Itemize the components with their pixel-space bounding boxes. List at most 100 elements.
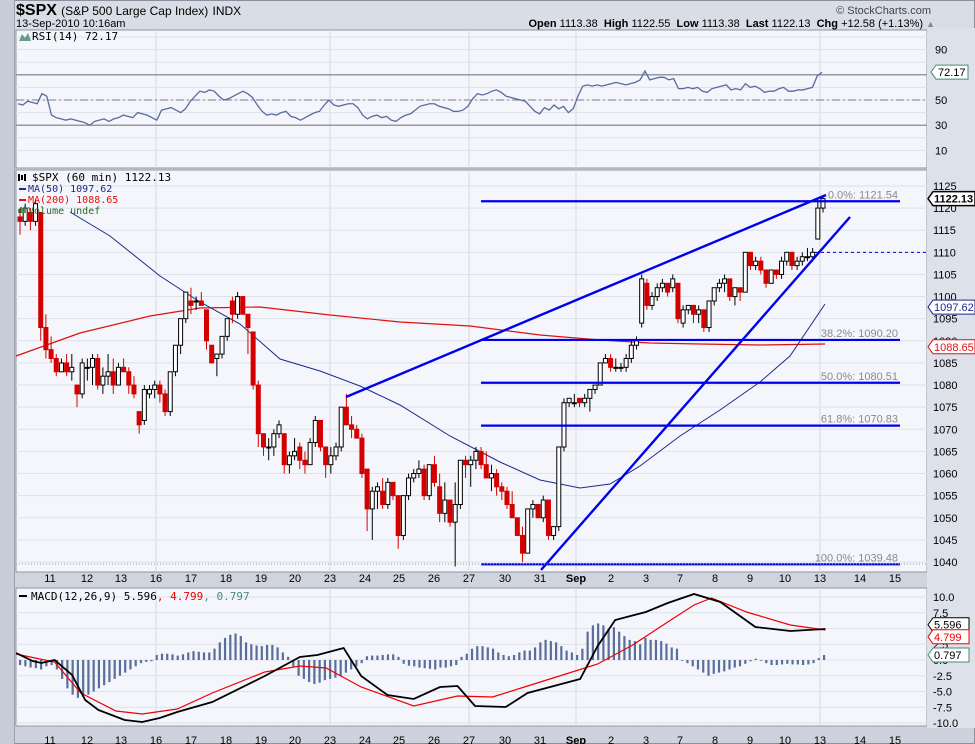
- macd-histogram-bar: [439, 660, 442, 668]
- macd-histogram-bar: [371, 655, 374, 660]
- macd-histogram-bar: [560, 646, 563, 660]
- candle-body: [623, 357, 629, 368]
- x-axis-label: 13: [115, 573, 127, 585]
- price-tick: 1085: [933, 358, 957, 370]
- macd-histogram-bar: [681, 660, 684, 661]
- macd-histogram-bar: [691, 660, 694, 667]
- candle-body: [27, 212, 33, 222]
- candle-body: [64, 362, 70, 373]
- price-tick: 1105: [933, 269, 957, 281]
- ohlc-summary: Open 1113.38 High 1122.55 Low 1113.38 La…: [528, 18, 935, 30]
- x-axis-label: 30: [499, 573, 511, 585]
- rsi-tick: 50: [935, 95, 947, 107]
- x-axis-label: 30: [499, 735, 511, 744]
- macd-histogram-bar: [455, 660, 458, 666]
- macd-histogram-bar: [549, 641, 552, 660]
- candle-body: [442, 499, 448, 514]
- candle-body: [110, 371, 116, 386]
- macd-histogram-bar: [176, 655, 179, 660]
- rsi-value-label: 72.17: [938, 67, 966, 79]
- macd-histogram-bar: [576, 654, 579, 660]
- macd-histogram-bar: [223, 637, 227, 660]
- candle-body: [141, 388, 147, 421]
- macd-histogram-bar: [512, 654, 516, 660]
- macd-histogram-bar: [633, 641, 637, 660]
- candle-body: [343, 406, 349, 426]
- candle-body: [38, 212, 44, 329]
- macd-histogram-bar: [61, 660, 64, 679]
- candle-body: [297, 446, 303, 461]
- macd-histogram-bar: [418, 660, 421, 668]
- candle-body: [701, 309, 707, 329]
- candle-body: [385, 481, 391, 505]
- lower-trendline: [540, 216, 851, 571]
- macd-histogram-bar: [365, 656, 369, 660]
- last-value: 1122.13: [771, 18, 811, 30]
- ma50-line: [69, 211, 826, 489]
- macd-histogram-bar: [145, 660, 148, 662]
- price-tick: 1065: [933, 446, 957, 458]
- candle-body: [260, 433, 266, 448]
- candle-body: [463, 459, 469, 466]
- price-legend: $SPX (60 min) 1122.13: [32, 171, 171, 184]
- right-axis-bg: [927, 28, 975, 728]
- candle-body: [763, 269, 769, 284]
- candle-body: [452, 503, 458, 523]
- candle-body: [193, 300, 199, 303]
- macd-histogram-bar: [397, 656, 400, 660]
- fib-label: 38.2%: 1090.20: [821, 328, 898, 340]
- x-axis-label: 24: [359, 573, 371, 585]
- candle-body: [240, 296, 246, 315]
- macd-histogram-bar: [786, 660, 789, 664]
- x-axis-label: 12: [81, 735, 93, 744]
- candle-body: [587, 388, 593, 399]
- candle-body: [514, 517, 520, 536]
- macd-histogram-bar: [780, 660, 784, 665]
- rsi-tick: 90: [935, 45, 947, 57]
- candle-body: [665, 282, 671, 293]
- candle-body: [431, 464, 437, 483]
- macd-histogram-bar: [649, 639, 652, 660]
- macd-histogram-bar: [171, 654, 174, 660]
- fib-label: 61.8%: 1070.83: [821, 414, 898, 426]
- macd-histogram-bar: [118, 660, 122, 676]
- candle-body: [333, 446, 339, 457]
- candle-body: [571, 402, 577, 405]
- candle-body: [84, 366, 90, 369]
- candle-body: [711, 287, 717, 302]
- fib-label: 50.0%: 1080.51: [821, 371, 898, 383]
- macd-histogram-bar: [728, 660, 731, 670]
- macd-tick: -2.5: [933, 671, 952, 683]
- candle-body: [670, 278, 676, 289]
- candle-body: [530, 503, 536, 510]
- macd-histogram-bar: [271, 644, 274, 660]
- macd-histogram-bar: [465, 653, 468, 660]
- fib-label: 0.0%: 1121.54: [828, 189, 898, 201]
- candle-body: [608, 357, 614, 368]
- up-arrow-icon: ▲: [926, 19, 935, 29]
- x-axis-label: 13: [115, 735, 127, 744]
- macd-histogram-bar: [392, 654, 395, 660]
- x-axis-label: 15: [889, 573, 901, 585]
- macd-histogram-bar: [470, 648, 474, 660]
- candle-body: [499, 486, 505, 492]
- macd-histogram-bar: [45, 660, 48, 667]
- candle-body: [364, 468, 370, 510]
- price-tick: 1045: [933, 535, 957, 547]
- candle-body: [219, 335, 225, 355]
- macd-value-label: 0.797: [934, 650, 962, 662]
- candle-body: [74, 384, 80, 395]
- rsi-icon: [19, 33, 31, 41]
- price-tick: 1115: [933, 225, 956, 237]
- candle-body: [152, 384, 158, 390]
- macd-histogram-bar: [134, 660, 137, 667]
- macd-histogram-bar: [19, 660, 22, 666]
- candle-body: [815, 207, 821, 240]
- macd-histogram-bar: [481, 646, 484, 660]
- candle-body: [178, 318, 184, 346]
- candle-body: [183, 291, 189, 320]
- candle-body: [338, 406, 344, 448]
- macd-histogram-bar: [770, 660, 773, 666]
- candle-body: [722, 278, 728, 284]
- macd-histogram-bar: [76, 660, 80, 698]
